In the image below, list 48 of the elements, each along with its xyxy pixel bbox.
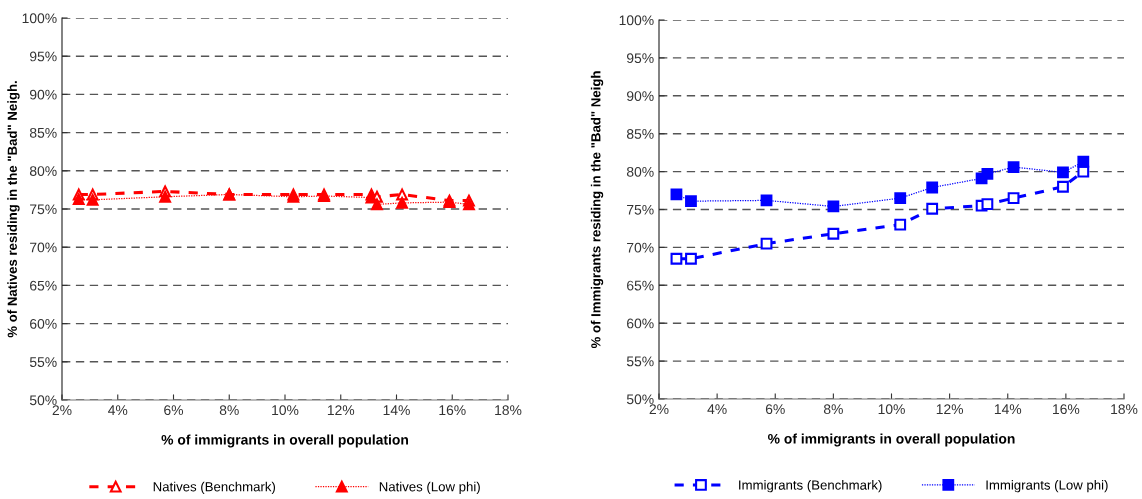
y-tick-label: 95% bbox=[29, 51, 57, 62]
legend-label: Immigrants (Benchmark) bbox=[739, 480, 882, 493]
y-tick-label: 70% bbox=[30, 242, 57, 253]
y-tick-label: 100% bbox=[22, 13, 57, 24]
y-tick-label: 100% bbox=[619, 15, 654, 26]
x-tick-label: 12% bbox=[327, 405, 355, 416]
y-tick-label: 65% bbox=[30, 280, 57, 291]
y-tick-label: 80% bbox=[29, 166, 57, 176]
x-tick-label: 16% bbox=[439, 405, 466, 416]
x-tick-label: 6% bbox=[765, 404, 785, 415]
x-tick-label: 14% bbox=[994, 404, 1022, 415]
x-tick-label: 10% bbox=[878, 404, 905, 415]
y-tick-label: 80% bbox=[626, 166, 654, 177]
y-tick-label: 60% bbox=[30, 318, 57, 329]
x-tick-label: 12% bbox=[936, 404, 964, 415]
y-axis-title: % of Natives residing in the "Bad" Neigh. bbox=[7, 81, 20, 338]
x-tick-label: 8% bbox=[823, 404, 843, 415]
x-tick-label: 8% bbox=[219, 405, 239, 416]
y-tick-label: 55% bbox=[626, 356, 654, 367]
x-axis-title: % of immigrants in overall population bbox=[161, 434, 408, 448]
y-tick-label: 50% bbox=[29, 395, 57, 406]
x-tick-label: 18% bbox=[1111, 404, 1138, 415]
x-tick-label: 2% bbox=[649, 404, 669, 415]
x-tick-label: 10% bbox=[272, 405, 299, 416]
y-tick-label: 90% bbox=[29, 89, 57, 100]
x-tick-label: 14% bbox=[383, 405, 410, 416]
x-tick-label: 18% bbox=[495, 405, 522, 416]
x-tick-label: 6% bbox=[164, 405, 184, 416]
x-tick-label: 2% bbox=[52, 405, 72, 416]
y-tick-label: 65% bbox=[627, 280, 654, 291]
y-tick-label: 60% bbox=[627, 318, 654, 329]
x-tick-label: 16% bbox=[1053, 404, 1080, 415]
x-axis-title: % of immigrants in overall population bbox=[768, 433, 1015, 447]
y-tick-label: 55% bbox=[29, 357, 57, 367]
x-tick-label: 4% bbox=[707, 404, 727, 415]
legend-label: Natives (Low phi) bbox=[379, 481, 480, 495]
legend-label: Natives (Benchmark) bbox=[153, 481, 276, 494]
y-tick-label: 85% bbox=[29, 127, 57, 138]
y-tick-label: 90% bbox=[626, 91, 654, 101]
legend-label: Immigrants (Low phi) bbox=[986, 480, 1108, 493]
y-tick-label: 75% bbox=[30, 204, 57, 215]
y-tick-label: 95% bbox=[626, 53, 654, 64]
y-axis-title: % of Immigrants residing in the "Bad" Neigh bbox=[590, 71, 604, 349]
y-tick-label: 75% bbox=[627, 204, 654, 215]
y-tick-label: 85% bbox=[626, 129, 654, 139]
x-tick-label: 4% bbox=[108, 405, 128, 416]
y-tick-label: 50% bbox=[626, 394, 654, 405]
y-tick-label: 70% bbox=[627, 242, 654, 253]
